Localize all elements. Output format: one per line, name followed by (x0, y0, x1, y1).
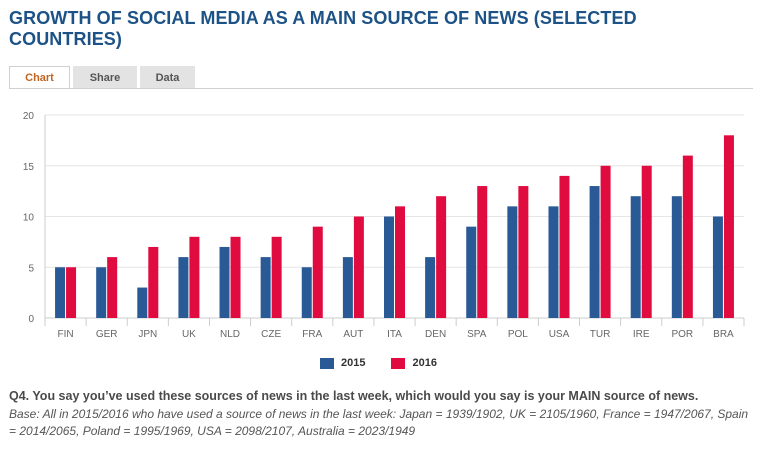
legend-swatch-2016 (391, 357, 406, 369)
x-tick-label: NLD (220, 329, 240, 340)
y-tick-label: 0 (28, 314, 34, 325)
bar-2015-usa[interactable] (548, 206, 559, 318)
bar-2016-spa[interactable] (477, 186, 488, 318)
base-note: Base: All in 2015/2016 who have used a s… (9, 407, 749, 438)
bar-2016-por[interactable] (682, 155, 693, 318)
tab-bar: Chart Share Data (9, 66, 198, 89)
x-tick-label: ITA (387, 329, 402, 340)
x-tick-label: FIN (58, 329, 74, 340)
bar-2015-jpn[interactable] (137, 287, 148, 318)
bar-2016-ita[interactable] (395, 206, 405, 318)
x-tick-label: POL (508, 329, 528, 340)
bar-2016-den[interactable] (436, 196, 447, 318)
bar-2016-ire[interactable] (641, 165, 652, 318)
bar-2015-den[interactable] (425, 257, 436, 318)
bar-2016-bra[interactable] (723, 135, 734, 318)
tab-data[interactable]: Data (140, 66, 195, 88)
tab-divider (9, 88, 753, 89)
bar-2015-tur[interactable] (589, 186, 600, 318)
bar-2015-fin[interactable] (55, 267, 66, 318)
bar-2015-ire[interactable] (630, 196, 641, 318)
bar-2015-bra[interactable] (712, 216, 723, 319)
bar-2016-nld[interactable] (230, 236, 241, 318)
bar-2015-cze[interactable] (260, 257, 271, 318)
survey-question: Q4. You say you’ve used these sources of… (9, 389, 699, 403)
x-tick-label: DEN (425, 329, 446, 340)
x-tick-label: FRA (302, 329, 322, 340)
bar-2015-ita[interactable] (384, 216, 394, 319)
tab-share[interactable]: Share (73, 66, 137, 88)
chart-legend: 2015 2016 (320, 357, 463, 369)
x-tick-label: USA (549, 329, 570, 340)
bar-2015-spa[interactable] (466, 226, 477, 318)
legend-label-2015: 2015 (341, 357, 366, 369)
bar-2016-tur[interactable] (600, 165, 611, 318)
bar-2016-uk[interactable] (189, 236, 200, 318)
x-tick-label: CZE (261, 329, 281, 340)
bar-2016-fin[interactable] (66, 267, 77, 318)
bar-2016-fra[interactable] (312, 226, 323, 318)
x-tick-label: BRA (713, 329, 734, 340)
bar-2016-cze[interactable] (271, 236, 282, 318)
bar-2016-usa[interactable] (559, 175, 570, 318)
legend-swatch-2015 (320, 357, 334, 369)
x-tick-label: IRE (633, 329, 650, 340)
bar-2015-fra[interactable] (301, 267, 312, 318)
bar-2015-por[interactable] (671, 196, 682, 318)
bar-2015-nld[interactable] (219, 246, 230, 318)
y-tick-label: 10 (23, 213, 35, 224)
bar-2016-ger[interactable] (107, 257, 118, 318)
legend-item-2015[interactable]: 2015 (320, 357, 365, 369)
x-tick-label: AUT (343, 329, 363, 340)
x-tick-label: JPN (138, 329, 157, 340)
bar-2015-aut[interactable] (342, 257, 353, 318)
legend-item-2016[interactable]: 2016 (391, 357, 437, 369)
page-title: GROWTH OF SOCIAL MEDIA AS A MAIN SOURCE … (9, 8, 637, 49)
x-tick-label: UK (182, 329, 196, 340)
tab-chart[interactable]: Chart (9, 66, 70, 89)
bar-2016-jpn[interactable] (148, 246, 159, 318)
legend-label-2016: 2016 (412, 357, 437, 369)
y-tick-label: 20 (23, 111, 35, 122)
bar-2015-ger[interactable] (96, 267, 107, 318)
bar-chart: 0 5 10 15 20 FIN GER JPN UK NLD CZE FRA AUT ITA DEN SPA… (23, 111, 745, 340)
bar-2016-aut[interactable] (353, 216, 364, 319)
x-tick-label: TUR (590, 329, 611, 340)
x-tick-label: SPA (467, 329, 487, 340)
bar-2015-pol[interactable] (507, 206, 518, 318)
y-tick-label: 5 (28, 263, 34, 274)
x-tick-label: POR (671, 329, 693, 340)
x-tick-label: GER (96, 329, 118, 340)
y-tick-label: 15 (23, 162, 35, 173)
bar-2016-pol[interactable] (518, 186, 529, 318)
bar-2015-uk[interactable] (178, 257, 189, 318)
